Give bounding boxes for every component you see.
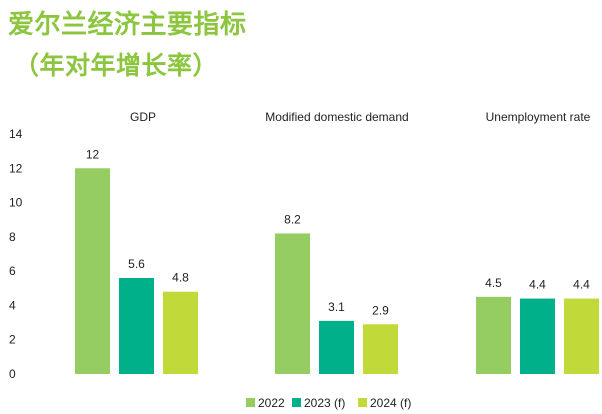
y-tick-label: 12 xyxy=(9,161,23,175)
bar xyxy=(75,168,110,374)
data-label: 12 xyxy=(86,147,100,161)
y-tick-label: 14 xyxy=(9,127,23,141)
y-tick-label: 0 xyxy=(9,367,16,381)
y-tick-label: 10 xyxy=(9,196,23,210)
legend-label: 2022 xyxy=(258,396,285,410)
bar xyxy=(119,278,154,374)
y-tick-label: 8 xyxy=(9,230,16,244)
data-label: 5.6 xyxy=(128,257,145,271)
legend-label: 2023 (f) xyxy=(304,396,345,410)
bar xyxy=(476,296,511,374)
bar xyxy=(520,298,555,374)
bar xyxy=(319,320,354,374)
chart-title: 爱尔兰经济主要指标 xyxy=(8,10,247,40)
legend-label: 2024 (f) xyxy=(370,396,411,410)
data-label: 4.4 xyxy=(529,278,546,292)
legend-swatch xyxy=(246,398,255,407)
y-tick-label: 4 xyxy=(9,298,16,312)
data-label: 4.4 xyxy=(573,278,590,292)
bar xyxy=(275,233,310,374)
data-label: 2.9 xyxy=(372,303,389,317)
panel-title: GDP xyxy=(130,110,156,124)
chart-subtitle: （年对年增长率） xyxy=(14,51,219,80)
bar xyxy=(564,298,599,374)
y-tick-label: 6 xyxy=(9,264,16,278)
data-label: 8.2 xyxy=(284,212,301,226)
data-label: 4.5 xyxy=(485,276,502,290)
panel-title: Modified domestic demand xyxy=(265,110,408,124)
data-label: 3.1 xyxy=(328,300,345,314)
panel-title: Unemployment rate xyxy=(486,110,591,124)
legend-swatch xyxy=(292,398,301,407)
legend-swatch xyxy=(358,398,367,407)
data-label: 4.8 xyxy=(172,271,189,285)
y-tick-label: 2 xyxy=(9,333,16,347)
bar xyxy=(163,291,198,374)
bar xyxy=(363,324,398,374)
